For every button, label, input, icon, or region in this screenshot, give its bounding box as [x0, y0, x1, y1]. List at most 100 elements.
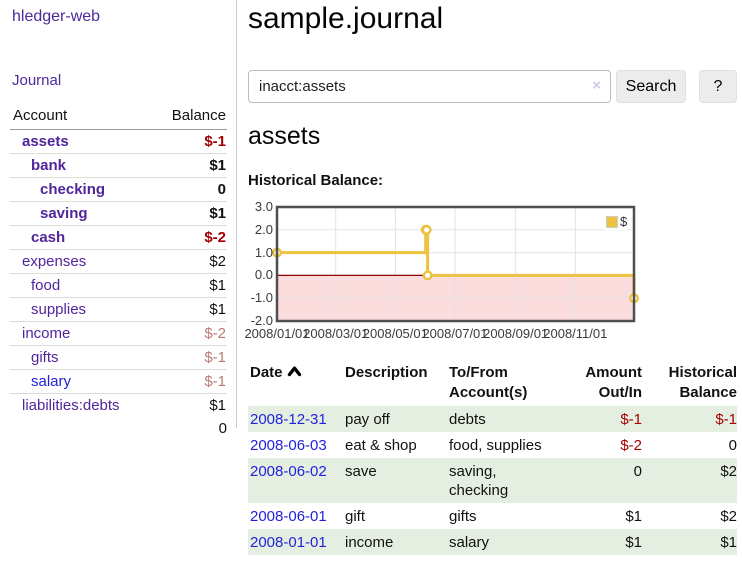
account-balance: $-1 [204, 133, 226, 150]
register-accounts: salary [449, 529, 560, 555]
nav-journal-link[interactable]: Journal [12, 72, 62, 89]
register-row: 2008-06-02 save saving, checking 0 $2 [248, 458, 737, 503]
legend-swatch-icon [605, 214, 619, 229]
account-row: assets $-1 [10, 130, 227, 154]
transaction-date-link[interactable]: 2008-01-01 [250, 534, 327, 551]
y-axis-tick-label: 3.0 [254, 199, 273, 214]
register-row: 2008-12-31 pay off debts $-1 $-1 [248, 406, 737, 432]
register-header-description: Description [345, 364, 428, 381]
account-balance: $-2 [151, 225, 227, 250]
account-row: salary $-1 [10, 369, 227, 394]
accounts-table: Account Balance assets $-1 bank $1 checking 0… [10, 103, 227, 440]
page-title: sample.journal [248, 2, 444, 35]
register-balance: $1 [642, 529, 737, 555]
register-description: gift [345, 508, 366, 525]
account-name-cell: salary [10, 369, 152, 394]
x-axis-tick-label: 2008/01/01 [244, 326, 310, 341]
account-name-cell: liabilities:debts [10, 393, 152, 417]
register-amount: $1 [560, 529, 642, 555]
account-link-liabilities-debts[interactable]: liabilities:debts [22, 397, 120, 414]
accounts-total-row: 0 [10, 417, 227, 440]
register-accounts: saving, checking [449, 458, 560, 503]
account-balance: $-1 [151, 369, 227, 394]
search-button[interactable]: Search [616, 70, 686, 103]
search-bar: × Search ? [248, 70, 742, 103]
register-accounts: food, supplies [449, 437, 542, 454]
x-axis-tick-label: 2008/11/01 [543, 326, 608, 341]
chart-svg [272, 205, 640, 323]
transaction-date-link[interactable]: 2008-12-31 [250, 411, 327, 428]
account-name-cell: cash [10, 225, 152, 250]
account-row: supplies $1 [10, 297, 227, 322]
account-heading: assets [248, 122, 321, 150]
account-link-checking[interactable]: checking [40, 181, 106, 198]
register-date-cell: 2008-06-02 [248, 458, 345, 503]
search-input[interactable] [248, 70, 611, 103]
account-link-bank[interactable]: bank [31, 157, 67, 174]
register-balance: $2 [642, 458, 737, 503]
register-accounts: gifts [449, 508, 477, 525]
account-link-cash[interactable]: cash [31, 229, 66, 246]
account-name-cell: gifts [10, 345, 152, 370]
account-row: income $-2 [10, 321, 227, 346]
account-name-cell: saving [10, 201, 152, 226]
chart-plot-area [272, 205, 640, 323]
account-link-expenses[interactable]: expenses [22, 253, 87, 270]
account-link-saving[interactable]: saving [40, 205, 88, 222]
register-date-cell: 2008-06-03 [248, 432, 345, 458]
account-balance: $-2 [151, 321, 227, 346]
register-accounts: debts [449, 406, 560, 432]
account-name-cell: food [10, 273, 152, 298]
search-box: × [248, 70, 611, 103]
register-row: 2008-06-01 gift gifts $1 $2 [248, 503, 737, 529]
account-row: liabilities:debts $1 [10, 393, 227, 417]
account-link-supplies[interactable]: supplies [31, 301, 87, 318]
transaction-date-link[interactable]: 2008-06-02 [250, 463, 327, 480]
register-balance: $-1 [642, 406, 737, 432]
accounts-total-spacer [10, 417, 152, 440]
register-amount: 0 [560, 458, 642, 503]
register-date-cell: 2008-06-01 [248, 503, 345, 529]
account-row: gifts $-1 [10, 345, 227, 370]
account-link-gifts[interactable]: gifts [31, 349, 59, 366]
account-balance: $1 [151, 297, 227, 322]
app-brand-link[interactable]: hledger-web [12, 8, 101, 25]
clear-search-icon[interactable]: × [592, 77, 601, 94]
legend-label: $ [620, 214, 628, 229]
register-row: 2008-06-03 eat & shop food, supplies $-2 0 [248, 432, 737, 458]
account-link-salary[interactable]: salary [31, 373, 72, 390]
accounts-col-header: Account [10, 103, 152, 130]
account-row: checking 0 [10, 177, 227, 202]
register-balance: $2 [720, 508, 737, 525]
accounts-table-header: Account Balance [10, 103, 227, 130]
accounts-total-value: 0 [218, 420, 227, 437]
account-name-cell: checking [10, 177, 152, 202]
balance-col-header: Balance [151, 103, 227, 130]
account-link-assets[interactable]: assets [22, 133, 69, 150]
register-balance: 0 [728, 437, 737, 454]
account-link-food[interactable]: food [31, 277, 61, 294]
account-balance: $1 [151, 201, 227, 226]
y-axis-tick-label: -1.0 [250, 290, 273, 306]
register-header-amount: Amount Out/In [585, 364, 642, 401]
register-amount: $-2 [620, 437, 642, 454]
account-balance: $2 [151, 249, 227, 274]
chart-legend: $ [605, 213, 629, 230]
account-name-cell: supplies [10, 297, 152, 322]
register-date-cell: 2008-01-01 [248, 529, 345, 555]
y-axis-tick-label: -2.0 [250, 313, 273, 328]
x-axis-tick-label: 2008/07/01 [422, 326, 488, 341]
account-name-cell: expenses [10, 249, 152, 274]
register-description: income [345, 529, 449, 555]
sidebar: hledger-web Journal Account Balance asse… [0, 0, 237, 437]
sort-ascending-icon [287, 366, 301, 377]
help-button[interactable]: ? [699, 70, 737, 103]
transaction-date-link[interactable]: 2008-06-03 [250, 437, 327, 454]
account-name-cell: bank [10, 153, 152, 178]
chart-title: Historical Balance: [248, 172, 384, 189]
x-axis-tick-label: 2008/09/01 [483, 326, 549, 341]
transaction-date-link[interactable]: 2008-06-01 [250, 508, 327, 525]
account-link-income[interactable]: income [22, 325, 71, 342]
register-row: 2008-01-01 income salary $1 $1 [248, 529, 737, 555]
